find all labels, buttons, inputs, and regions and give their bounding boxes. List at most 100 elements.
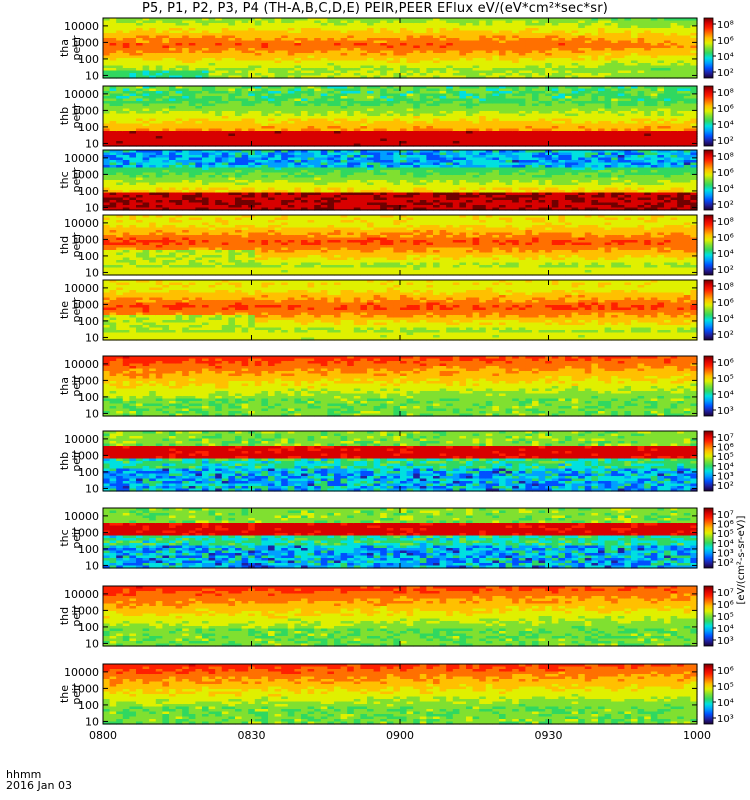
heatmap-cell: [360, 98, 368, 102]
heatmap-cell: [175, 53, 183, 57]
heatmap-cell: [591, 40, 599, 44]
heatmap-cell: [353, 58, 361, 62]
heatmap-cell: [492, 63, 500, 67]
heatmap-cell: [419, 131, 427, 135]
heatmap-cell: [142, 53, 150, 57]
heatmap-cell: [499, 63, 507, 67]
heatmap-cell: [221, 25, 229, 29]
heatmap-cell: [353, 23, 361, 27]
heatmap-cell: [584, 126, 592, 130]
heatmap-cell: [479, 35, 487, 39]
heatmap-cell: [373, 116, 381, 120]
heatmap-cell: [116, 48, 124, 52]
heatmap-cell: [248, 45, 256, 49]
heatmap-cell: [551, 33, 559, 37]
heatmap-cell: [485, 141, 493, 145]
heatmap-cell: [538, 138, 546, 142]
heatmap-cell: [294, 70, 302, 74]
heatmap-cell: [505, 30, 513, 34]
heatmap-cell: [301, 23, 309, 27]
heatmap-cell: [591, 68, 599, 72]
heatmap-cell: [195, 131, 203, 135]
heatmap-cell: [155, 70, 163, 74]
heatmap-cell: [136, 30, 144, 34]
heatmap-cell: [301, 50, 309, 54]
heatmap-cell: [551, 60, 559, 64]
heatmap-cell: [268, 126, 276, 130]
heatmap-cell: [116, 30, 124, 34]
heatmap-cell: [347, 60, 355, 64]
heatmap-cell: [373, 68, 381, 72]
heatmap-cell: [294, 58, 302, 62]
heatmap-cell: [294, 28, 302, 32]
heatmap-cell: [433, 58, 441, 62]
heatmap-cell: [532, 63, 540, 67]
heatmap-cell: [235, 126, 243, 130]
heatmap-cell: [241, 63, 249, 67]
heatmap-cell: [334, 48, 342, 52]
heatmap-cell: [373, 38, 381, 42]
heatmap-cell: [235, 75, 243, 79]
heatmap-cell: [367, 40, 375, 44]
heatmap-cell: [221, 86, 229, 90]
heatmap-cell: [479, 40, 487, 44]
heatmap-cell: [551, 103, 559, 107]
heatmap-cell: [142, 20, 150, 24]
heatmap-cell: [512, 111, 520, 115]
heatmap-cell: [499, 43, 507, 47]
heatmap-cell: [360, 58, 368, 62]
heatmap-cell: [512, 53, 520, 57]
heatmap-cell: [650, 30, 658, 34]
heatmap-cell: [650, 73, 658, 77]
heatmap-cell: [136, 33, 144, 37]
heatmap-cell: [690, 63, 698, 67]
heatmap-cell: [281, 96, 289, 100]
heatmap-cell: [433, 18, 441, 22]
heatmap-cell: [314, 128, 322, 132]
heatmap-cell: [129, 60, 137, 64]
heatmap-cell: [175, 138, 183, 142]
heatmap-cell: [386, 40, 394, 44]
heatmap-cell: [347, 75, 355, 79]
heatmap-cell: [584, 28, 592, 32]
heatmap-cell: [195, 60, 203, 64]
heatmap-cell: [426, 75, 434, 79]
heatmap-cell: [175, 93, 183, 97]
heatmap-cell: [340, 101, 348, 105]
heatmap-cell: [281, 118, 289, 122]
heatmap-cell: [426, 23, 434, 27]
heatmap-cell: [637, 70, 645, 74]
heatmap-cell: [670, 20, 678, 24]
heatmap-cell: [301, 88, 309, 92]
heatmap-cell: [551, 53, 559, 57]
heatmap-cell: [617, 38, 625, 42]
heatmap-cell: [406, 108, 414, 112]
heatmap-cell: [532, 121, 540, 125]
heatmap-cell: [340, 128, 348, 132]
heatmap-cell: [360, 43, 368, 47]
heatmap-cell: [360, 123, 368, 127]
heatmap-cell: [136, 23, 144, 27]
heatmap-cell: [241, 108, 249, 112]
heatmap-cell: [169, 55, 177, 59]
heatmap-cell: [565, 25, 573, 29]
heatmap-cell: [136, 91, 144, 95]
heatmap-cell: [142, 138, 150, 142]
heatmap-cell: [386, 136, 394, 140]
heatmap-cell: [353, 143, 361, 147]
heatmap-cell: [683, 65, 691, 69]
heatmap-cell: [433, 35, 441, 39]
heatmap-cell: [142, 98, 150, 102]
heatmap-cell: [367, 88, 375, 92]
heatmap-cell: [327, 25, 335, 29]
heatmap-cell: [116, 75, 124, 79]
heatmap-cell: [512, 96, 520, 100]
heatmap-cell: [485, 60, 493, 64]
heatmap-cell: [320, 48, 328, 52]
heatmap-cell: [604, 73, 612, 77]
heatmap-cell: [122, 25, 130, 29]
heatmap-cell: [485, 28, 493, 32]
heatmap-cell: [162, 86, 170, 90]
heatmap-cell: [109, 60, 117, 64]
heatmap-cell: [479, 108, 487, 112]
